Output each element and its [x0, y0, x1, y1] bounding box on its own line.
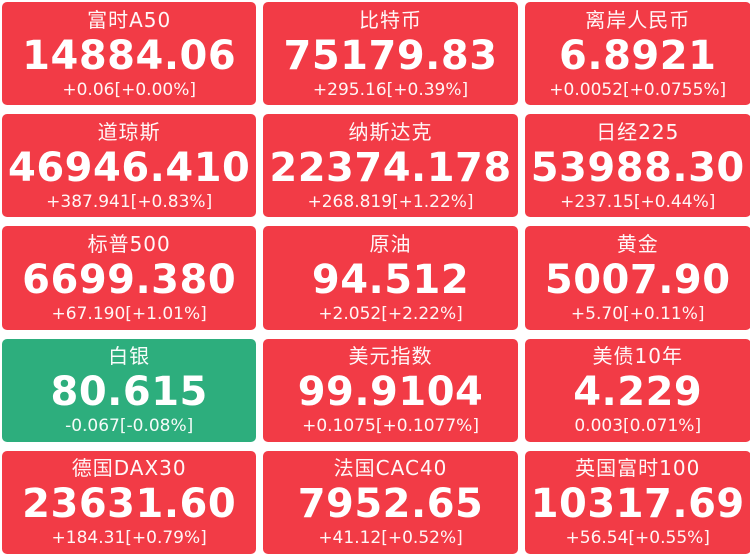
price-value: 23631.60 — [22, 481, 237, 528]
price-change: 0.003[0.071%] — [574, 416, 702, 437]
instrument-name: 德国DAX30 — [71, 456, 187, 481]
market-tile[interactable]: 比特币 75179.83 +295.16[+0.39%] — [263, 2, 518, 106]
instrument-name: 英国富时100 — [575, 456, 701, 481]
price-change: +0.1075[+0.1077%] — [302, 416, 479, 437]
price-change: +5.70[+0.11%] — [570, 303, 705, 324]
price-value: 6699.380 — [22, 256, 237, 303]
market-tile[interactable]: 富时A50 14884.06 +0.06[+0.00%] — [2, 2, 257, 106]
market-tile[interactable]: 美元指数 99.9104 +0.1075[+0.1077%] — [263, 338, 518, 442]
market-tile[interactable]: 黄金 5007.90 +5.70[+0.11%] — [524, 226, 750, 330]
price-value: 80.615 — [50, 369, 208, 416]
market-tile[interactable]: 法国CAC40 7952.65 +41.12[+0.52%] — [263, 450, 518, 554]
price-change: -0.067[-0.08%] — [65, 416, 194, 437]
instrument-name: 法国CAC40 — [333, 456, 448, 481]
price-value: 5007.90 — [544, 256, 731, 303]
instrument-name: 原油 — [369, 231, 412, 256]
price-value: 22374.178 — [269, 144, 512, 191]
price-change: +0.0052[+0.0755%] — [549, 79, 727, 100]
instrument-name: 标普500 — [87, 231, 171, 256]
market-tile[interactable]: 离岸人民币 6.8921 +0.0052[+0.0755%] — [524, 2, 750, 106]
price-value: 4.229 — [573, 369, 703, 416]
price-change: +67.190[+1.01%] — [51, 303, 207, 324]
price-change: +56.54[+0.55%] — [565, 528, 710, 549]
market-tile[interactable]: 纳斯达克 22374.178 +268.819[+1.22%] — [263, 114, 518, 218]
price-value: 46946.410 — [8, 144, 251, 191]
price-value: 94.512 — [311, 256, 470, 303]
market-tile[interactable]: 白银 80.615 -0.067[-0.08%] — [2, 338, 257, 442]
price-change: +268.819[+1.22%] — [307, 191, 474, 212]
market-tile[interactable]: 原油 94.512 +2.052[+2.22%] — [263, 226, 518, 330]
price-change: +41.12[+0.52%] — [318, 528, 463, 549]
market-tile[interactable]: 美债10年 4.229 0.003[0.071%] — [524, 338, 750, 442]
price-value: 99.9104 — [297, 369, 484, 416]
instrument-name: 比特币 — [359, 7, 423, 32]
instrument-name: 日经225 — [596, 119, 680, 144]
price-value: 14884.06 — [22, 32, 237, 79]
price-value: 10317.69 — [530, 481, 745, 528]
price-value: 53988.30 — [530, 144, 745, 191]
market-tile[interactable]: 标普500 6699.380 +67.190[+1.01%] — [2, 226, 257, 330]
instrument-name: 美元指数 — [348, 344, 433, 369]
instrument-name: 道琼斯 — [97, 119, 161, 144]
instrument-name: 白银 — [108, 344, 151, 369]
price-value: 6.8921 — [559, 32, 717, 79]
instrument-name: 离岸人民币 — [585, 7, 691, 32]
market-tile[interactable]: 英国富时100 10317.69 +56.54[+0.55%] — [524, 450, 750, 554]
instrument-name: 纳斯达克 — [348, 119, 433, 144]
price-change: +2.052[+2.22%] — [318, 303, 463, 324]
price-value: 75179.83 — [283, 32, 498, 79]
price-change: +0.06[+0.00%] — [62, 79, 196, 100]
price-change: +237.15[+0.44%] — [560, 191, 716, 212]
market-tile[interactable]: 日经225 53988.30 +237.15[+0.44%] — [524, 114, 750, 218]
market-tile[interactable]: 道琼斯 46946.410 +387.941[+0.83%] — [2, 114, 257, 218]
price-change: +387.941[+0.83%] — [46, 191, 213, 212]
instrument-name: 富时A50 — [87, 7, 172, 32]
price-change: +184.31[+0.79%] — [51, 528, 207, 549]
instrument-name: 黄金 — [616, 231, 659, 256]
instrument-name: 美债10年 — [592, 344, 683, 369]
price-value: 7952.65 — [297, 481, 484, 528]
market-tile[interactable]: 德国DAX30 23631.60 +184.31[+0.79%] — [2, 450, 257, 554]
price-change: +295.16[+0.39%] — [312, 79, 469, 100]
